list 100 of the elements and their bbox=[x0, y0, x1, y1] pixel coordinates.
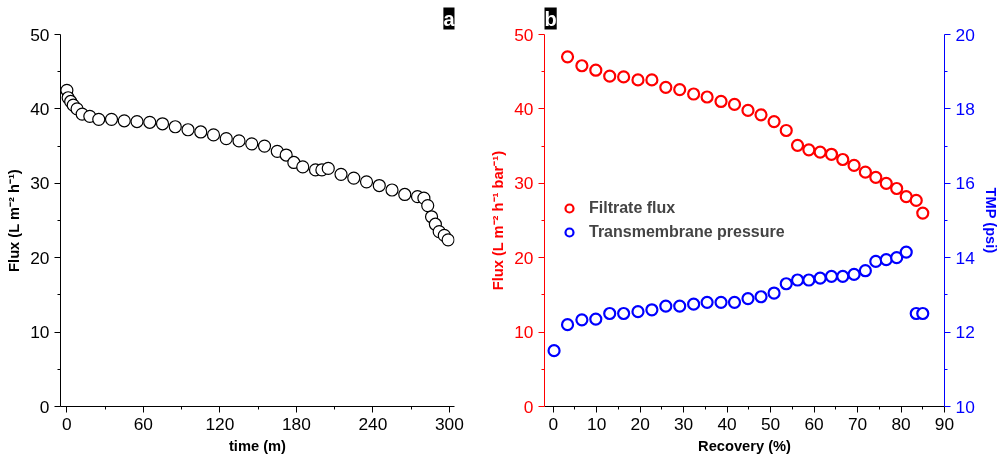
point bbox=[168, 120, 182, 134]
y-tick-label: 30 bbox=[30, 173, 50, 194]
point bbox=[441, 233, 455, 247]
point bbox=[858, 264, 872, 278]
y-tick-label: 20 bbox=[30, 247, 50, 268]
point bbox=[130, 114, 144, 129]
y-axis-title: Flux (L m⁻² h⁻¹ bar⁻¹) bbox=[490, 150, 507, 291]
point bbox=[754, 108, 768, 122]
point bbox=[767, 286, 781, 300]
point bbox=[741, 292, 755, 306]
point bbox=[92, 112, 106, 126]
point bbox=[659, 80, 673, 94]
point bbox=[659, 299, 673, 313]
point bbox=[890, 251, 904, 265]
y-tick-label: 10 bbox=[514, 322, 534, 343]
point bbox=[909, 193, 923, 207]
point bbox=[547, 344, 561, 358]
y2-tick-label: 14 bbox=[955, 247, 976, 268]
point bbox=[879, 252, 893, 267]
point bbox=[687, 87, 701, 101]
x-tick-label: 40 bbox=[717, 413, 737, 434]
y2-tick-label: 18 bbox=[955, 98, 975, 119]
point bbox=[589, 312, 603, 326]
point bbox=[232, 134, 246, 148]
point bbox=[257, 139, 272, 153]
point bbox=[754, 290, 768, 304]
point bbox=[802, 273, 816, 287]
point bbox=[631, 305, 645, 319]
x-tick-label: 10 bbox=[587, 413, 607, 434]
y-tick-label: 10 bbox=[30, 322, 50, 343]
point bbox=[890, 181, 904, 196]
y2-axis-title: TMP (psi) bbox=[982, 187, 999, 254]
point bbox=[421, 199, 435, 213]
point bbox=[916, 206, 930, 220]
point bbox=[727, 295, 742, 309]
point bbox=[575, 313, 589, 327]
point bbox=[899, 190, 913, 204]
point bbox=[779, 123, 793, 138]
point bbox=[813, 271, 827, 285]
point bbox=[836, 269, 850, 283]
point bbox=[603, 69, 617, 83]
x-tick-label: 0 bbox=[62, 413, 72, 434]
point bbox=[879, 176, 893, 190]
x-tick-label: 0 bbox=[548, 413, 559, 434]
point bbox=[869, 170, 883, 184]
point bbox=[802, 143, 816, 157]
x-tick-label: 60 bbox=[804, 413, 824, 434]
point bbox=[575, 59, 589, 73]
point bbox=[836, 152, 850, 167]
y-tick-label: 40 bbox=[30, 98, 50, 119]
point bbox=[206, 128, 221, 142]
point bbox=[700, 90, 714, 104]
point bbox=[847, 267, 861, 282]
point bbox=[673, 82, 687, 97]
x-tick-label: 240 bbox=[358, 413, 388, 434]
point bbox=[824, 269, 839, 283]
point bbox=[279, 148, 293, 162]
x-tick-label: 20 bbox=[630, 413, 650, 434]
chart-title: a bbox=[443, 7, 456, 30]
point bbox=[155, 117, 170, 131]
point bbox=[617, 70, 631, 84]
point bbox=[245, 137, 259, 151]
point bbox=[296, 160, 310, 174]
point bbox=[687, 297, 701, 311]
point bbox=[359, 175, 374, 189]
point bbox=[813, 145, 827, 159]
y-tick-label: 40 bbox=[514, 98, 534, 119]
point bbox=[617, 306, 631, 321]
point bbox=[194, 125, 208, 139]
point bbox=[700, 295, 714, 309]
y2-tick-label: 16 bbox=[955, 173, 975, 194]
point bbox=[631, 73, 645, 87]
x-tick-label: 180 bbox=[281, 413, 311, 434]
point bbox=[673, 299, 687, 313]
point bbox=[779, 277, 793, 291]
point bbox=[727, 97, 742, 112]
point bbox=[767, 114, 781, 129]
x-tick-label: 120 bbox=[205, 413, 235, 434]
point bbox=[741, 103, 755, 117]
x-tick-label: 60 bbox=[133, 413, 154, 434]
point bbox=[824, 147, 839, 161]
legend-label: Filtrate flux bbox=[589, 199, 676, 217]
point bbox=[790, 138, 805, 152]
y-tick-label: 0 bbox=[39, 396, 50, 417]
point bbox=[714, 94, 728, 109]
point bbox=[790, 273, 805, 287]
point bbox=[560, 318, 575, 332]
point bbox=[869, 254, 883, 269]
point bbox=[181, 123, 195, 137]
x-tick-label: 70 bbox=[847, 413, 868, 434]
point bbox=[645, 303, 659, 317]
x-tick-label: 50 bbox=[760, 413, 781, 434]
point bbox=[117, 114, 131, 128]
y2-tick-label: 10 bbox=[955, 396, 975, 417]
point bbox=[347, 171, 361, 185]
x-tick-label: 90 bbox=[934, 413, 955, 434]
y-tick-label: 30 bbox=[514, 173, 534, 194]
point bbox=[899, 245, 913, 259]
point bbox=[645, 73, 659, 87]
x-tick-label: 300 bbox=[434, 413, 464, 434]
